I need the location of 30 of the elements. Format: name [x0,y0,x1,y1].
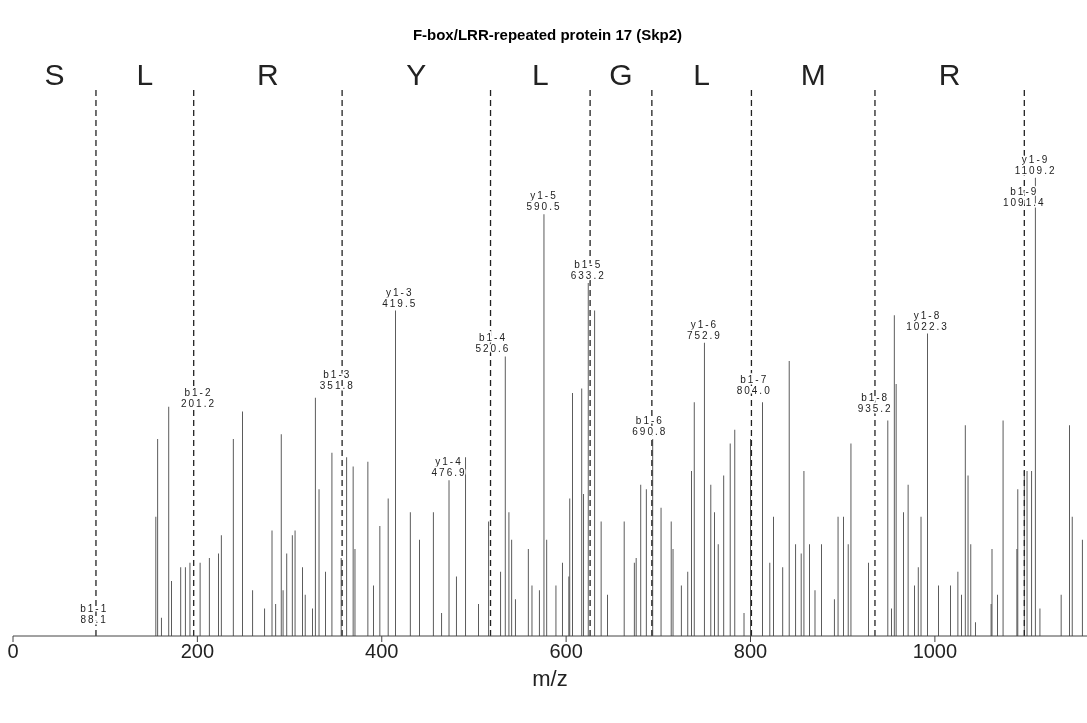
annotation: y1-5 590.5 [526,190,562,213]
annotation: b1-4 520.6 [475,332,511,355]
text: M [800,58,826,92]
annotation: b1-1 88.1 [80,602,109,625]
annotation: b1-7 804.0 [736,373,772,396]
x-tick-label: 1000 [912,640,958,663]
annotation: y1-6 752.9 [686,318,722,341]
text: G [609,58,633,92]
text: R [938,58,961,92]
text: L [531,58,549,92]
x-tick-label: 400 [365,640,399,663]
chart-title: F-box/LRR-repeated protein 17 (Skp2) [411,26,684,45]
annotation: y1-3 419.5 [382,286,418,309]
annotation: b1-8 935.2 [857,392,893,414]
x-axis-title: m/z [532,666,568,691]
annotation: b1-6 690.8 [632,414,668,437]
annotation: y1-8 1022.3 [906,309,949,332]
x-tick-label: 0 [7,640,19,663]
text: L [136,58,154,92]
annotation: y1-9 1109.2 [1014,153,1057,176]
text: L [693,58,710,92]
x-tick-label: 200 [180,640,215,663]
text: S [44,58,65,92]
text: R [257,58,279,92]
annotation: b1-3 351.8 [319,369,355,392]
x-tick-label: 800 [733,640,768,663]
text: Y [406,58,427,92]
annotation: b1-5 633.2 [570,259,606,282]
x-tick-label: 600 [549,640,583,663]
annotation: y1-4 476.9 [431,456,467,479]
